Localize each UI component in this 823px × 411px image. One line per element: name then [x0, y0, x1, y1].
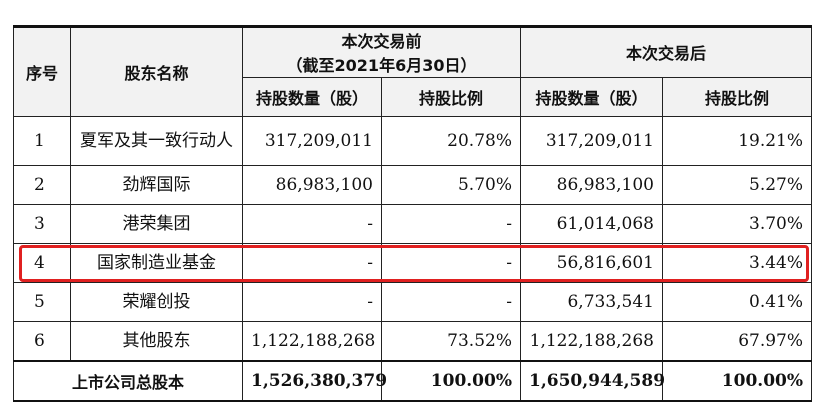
row-name: 劲辉国际: [70, 165, 243, 205]
header-name: 股东名称: [70, 25, 243, 117]
row-name: 国家制造业基金: [70, 243, 243, 283]
header-after-shares: 持股数量（股）: [520, 76, 663, 118]
header-after-ratio: 持股比例: [661, 76, 813, 118]
row-after-shares: 86,983,100: [520, 165, 663, 205]
row-after-ratio: 3.44%: [661, 243, 813, 283]
row-after-shares: 317,209,011: [520, 116, 663, 166]
header-before-ratio: 持股比例: [381, 76, 521, 118]
total-before-shares: 1,526,380,379: [242, 360, 387, 402]
row-name: 荣耀创投: [70, 282, 243, 322]
row-after-shares: 1,122,188,268: [520, 321, 663, 362]
row-before-shares: 1,122,188,268: [242, 321, 382, 362]
row-after-shares: 61,014,068: [520, 204, 663, 244]
total-after-ratio: 100.00%: [661, 360, 813, 402]
row-before-shares: 86,983,100: [242, 165, 382, 205]
table-row: 2 劲辉国际 86,983,100 5.70% 86,983,100 5.27%: [13, 165, 813, 205]
table-footer: 上市公司总股本 1,526,380,379 100.00% 1,650,944,…: [13, 360, 813, 402]
table-row: 5 荣耀创投 - -6,733,541 0.41%: [13, 282, 813, 322]
table-row: 6 其他股东 1,122,188,268 73.52% 1,122,188,268 67.…: [13, 321, 813, 362]
header-before-group: 本次交易前 （截至2021年6月30日）: [242, 25, 521, 78]
row-seq: 6: [13, 321, 71, 362]
total-row: 上市公司总股本 1,526,380,379 100.00% 1,650,944,…: [13, 360, 813, 402]
row-before-shares: -: [242, 243, 382, 283]
row-name: 其他股东: [70, 321, 243, 362]
header-before-title: 本次交易前: [341, 32, 422, 52]
table-header: 序号 股东名称 本次交易前 （截至2021年6月30日） 本次交易后 持股数量（…: [13, 25, 813, 118]
row-before-shares: 317,209,011: [242, 116, 382, 166]
row-after-ratio: 3.70%: [661, 204, 813, 244]
header-before-subtitle: （截至2021年6月30日）: [286, 56, 477, 76]
row-seq: 1: [13, 116, 71, 166]
row-before-ratio: 5.70%: [381, 165, 521, 205]
row-before-ratio: -: [381, 282, 521, 322]
row-before-ratio: -: [381, 204, 521, 244]
row-before-ratio: -: [381, 243, 521, 283]
row-before-ratio: 20.78%: [381, 116, 521, 166]
shareholding-table: 序号 股东名称 本次交易前 （截至2021年6月30日） 本次交易后 持股数量（…: [13, 25, 813, 402]
row-after-ratio: 5.27%: [661, 165, 813, 205]
header-before-shares: 持股数量（股）: [242, 76, 382, 118]
row-seq: 4: [13, 243, 71, 283]
row-after-ratio: 0.41%: [661, 282, 813, 322]
row-before-shares: -: [242, 282, 382, 322]
row-after-shares: 56,816,601: [520, 243, 663, 283]
row-name: 港荣集团: [70, 204, 243, 244]
total-after-shares: 1,650,944,589: [520, 360, 665, 402]
total-before-ratio: 100.00%: [381, 360, 521, 402]
table-row: 4 国家制造业基金 - -56,816,601 3.44%: [13, 243, 813, 283]
row-before-ratio: 73.52%: [381, 321, 521, 362]
row-seq: 3: [13, 204, 71, 244]
row-name: 夏军及其一致行动人: [70, 116, 243, 166]
row-before-shares: -: [242, 204, 382, 244]
table-row: 3 港荣集团 - -61,014,068 3.70%: [13, 204, 813, 244]
table-row: 1 夏军及其一致行动人 317,209,011 20.78% 317,209,011 19…: [13, 116, 813, 166]
row-after-shares: 6,733,541: [520, 282, 663, 322]
row-seq: 2: [13, 165, 71, 205]
header-after-group: 本次交易后: [519, 25, 813, 78]
table-body: 1 夏军及其一致行动人 317,209,011 20.78% 317,209,011 19…: [13, 116, 813, 362]
row-seq: 5: [13, 282, 71, 322]
total-label: 上市公司总股本: [13, 360, 243, 402]
row-after-ratio: 19.21%: [661, 116, 813, 166]
header-seq: 序号: [13, 25, 71, 117]
row-after-ratio: 67.97%: [661, 321, 813, 362]
